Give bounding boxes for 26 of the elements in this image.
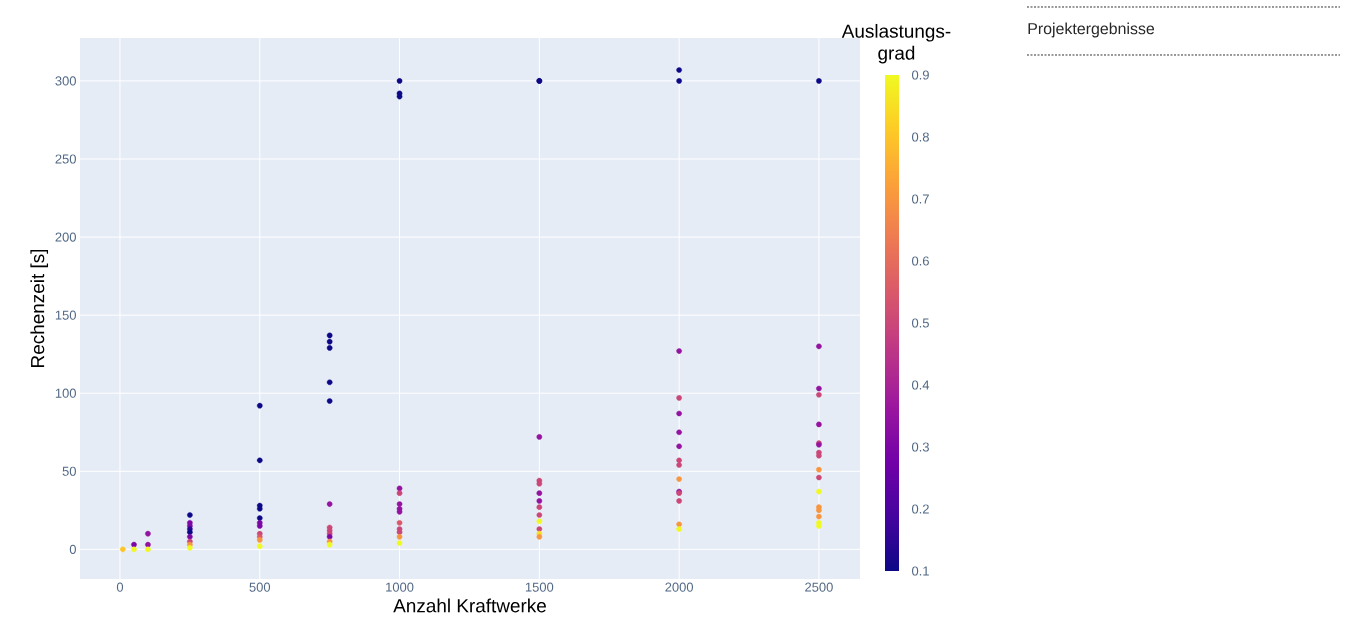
color-bar-title: Auslastungs-grad xyxy=(841,23,951,64)
y-tick-label: 200 xyxy=(55,232,76,242)
color-bar-label: 0.2 xyxy=(911,504,929,514)
y-tick-label: 100 xyxy=(55,388,76,398)
y-tick-label: 300 xyxy=(55,76,76,86)
x-tick-label: 1000 xyxy=(386,582,414,592)
y-tick-label: 50 xyxy=(62,466,76,476)
y-axis-title: Rechenzeit [s] xyxy=(30,249,49,367)
color-bar-label: 0.1 xyxy=(911,566,929,576)
color-bar-label: 0.3 xyxy=(911,442,929,452)
x-tick-label: 2500 xyxy=(805,582,833,592)
x-axis-title: Anzahl Kraftwerke xyxy=(393,598,546,613)
text: Projektergebnisse xyxy=(1028,22,1155,38)
y-tick-label: 250 xyxy=(55,154,76,164)
color-bar-label: 0.7 xyxy=(911,194,929,204)
color-bar-label: 0.5 xyxy=(911,318,929,328)
x-tick-label: 1500 xyxy=(525,582,554,592)
color-bar-label: 0.6 xyxy=(911,256,929,266)
color-bar-label: 0.9 xyxy=(911,70,929,80)
y-tick-label: 150 xyxy=(55,310,76,320)
color-bar-label: 0.4 xyxy=(911,380,930,390)
x-tick-label: 2000 xyxy=(665,582,694,592)
color-bar-label: 0.8 xyxy=(911,132,929,142)
x-tick-label: 500 xyxy=(249,582,271,592)
x-tick-label: 0 xyxy=(116,582,124,592)
y-tick-label: 0 xyxy=(69,544,76,554)
